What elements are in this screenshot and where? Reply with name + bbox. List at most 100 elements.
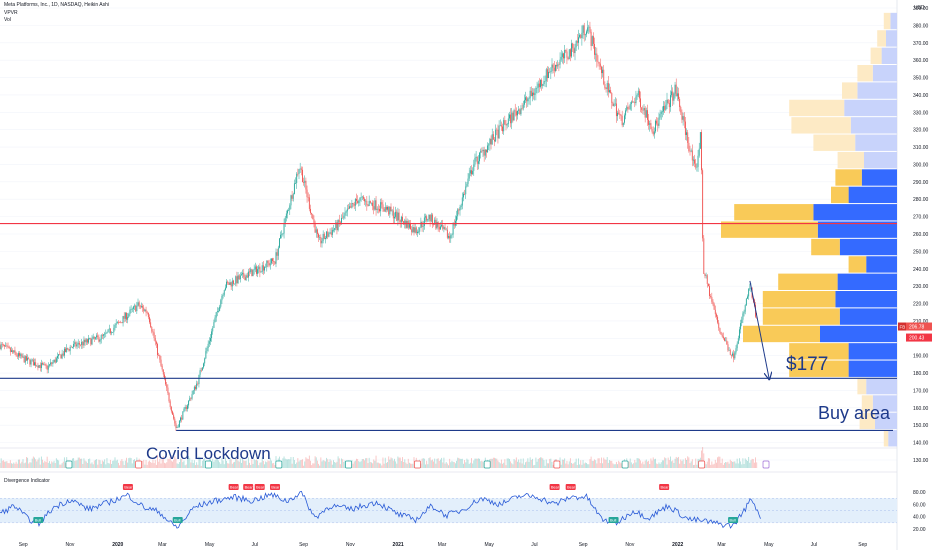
candle-body	[633, 102, 634, 103]
volume-bar	[663, 460, 664, 468]
candle-body	[617, 113, 618, 116]
candle-body	[604, 84, 605, 88]
volume-bar	[361, 461, 362, 468]
volume-bar	[607, 457, 608, 468]
volume-bar	[548, 463, 549, 468]
volume-bar	[81, 459, 82, 468]
volume-bar	[105, 464, 106, 468]
candle-body	[193, 390, 194, 394]
candle-body	[227, 282, 228, 283]
candle-body	[698, 156, 699, 167]
volume-bar	[80, 459, 81, 468]
volume-bar	[274, 465, 275, 468]
price-tick: 130.00	[913, 458, 929, 464]
candle-body	[149, 317, 150, 322]
volume-bar	[26, 457, 27, 468]
volume-bar	[249, 463, 250, 468]
volume-bar	[73, 458, 74, 468]
candle-body	[86, 339, 87, 342]
volume-bar	[706, 464, 707, 468]
volume-bar	[592, 461, 593, 468]
volume-bar	[195, 465, 196, 468]
volume-bar	[426, 461, 427, 468]
time-tick: May	[484, 542, 494, 548]
covid-lockdown-annotation[interactable]: Covid Lockdown	[146, 444, 271, 463]
candle-body	[465, 186, 466, 194]
candle-body	[400, 220, 401, 222]
volume-bar	[394, 459, 395, 468]
candle-body	[386, 207, 387, 210]
candle-body	[51, 363, 52, 364]
volume-bar	[593, 461, 594, 468]
candle-body	[588, 27, 589, 28]
volume-bar	[722, 459, 723, 468]
volume-bar	[297, 458, 298, 468]
volume-bar	[58, 460, 59, 468]
symbol-title[interactable]: Meta Platforms, Inc., 1D, NASDAQ, Heikin…	[4, 2, 109, 10]
candle-body	[203, 363, 204, 367]
price-tick: 230.00	[913, 284, 929, 290]
volume-bar	[516, 457, 517, 468]
buy-area-annotation[interactable]: Buy area	[818, 403, 891, 423]
volume-bar	[391, 457, 392, 468]
target-price-annotation[interactable]: $177	[786, 354, 828, 375]
second-price-label: 200.43	[909, 336, 925, 342]
candle-body	[47, 366, 48, 370]
candle-body	[246, 275, 247, 280]
volume-bar	[429, 458, 430, 468]
candle-body	[9, 347, 10, 348]
candle-body	[738, 338, 739, 343]
candle-body	[75, 342, 76, 346]
volume-bar	[550, 459, 551, 468]
volume-bar	[56, 458, 57, 468]
candle-body	[462, 197, 463, 205]
indicator-vol-label[interactable]: Vol	[4, 17, 109, 25]
candle-body	[614, 104, 615, 106]
volume-bar	[178, 464, 179, 468]
time-tick: Mar	[438, 542, 447, 548]
candle-body	[236, 276, 237, 283]
volume-bar	[220, 464, 221, 468]
indicator-vpvr-label[interactable]: VPVR	[4, 10, 109, 18]
volume-bar	[679, 464, 680, 468]
candle-body	[340, 222, 341, 223]
candle-body	[570, 49, 571, 56]
candle-body	[134, 306, 135, 307]
candle-body	[56, 358, 57, 362]
volume-bar	[331, 461, 332, 468]
time-tick: 2021	[393, 542, 404, 548]
candle-body	[615, 104, 616, 105]
candle-body	[747, 296, 748, 298]
candle-body	[632, 102, 633, 103]
candle-body	[178, 427, 179, 428]
volume-bar	[529, 462, 530, 468]
volume-bar	[300, 460, 301, 468]
volume-bar	[714, 464, 715, 468]
volume-bar	[31, 462, 32, 468]
volume-bar	[755, 457, 756, 468]
volume-bar	[609, 460, 610, 468]
vp-row-up	[857, 82, 897, 98]
volume-bar	[453, 462, 454, 468]
candle-body	[461, 206, 462, 207]
volume-bar	[519, 462, 520, 468]
volume-bar	[266, 462, 267, 468]
volume-bar	[341, 458, 342, 468]
volume-bar	[514, 459, 515, 468]
volume-bar	[177, 463, 178, 468]
event-marker-dividend	[66, 461, 72, 468]
volume-bar	[565, 464, 566, 468]
candle-body	[333, 230, 334, 231]
volume-bar	[11, 463, 12, 468]
volume-bar	[448, 465, 449, 468]
candle-body	[541, 80, 542, 86]
candle-body	[69, 349, 70, 351]
volume-bar	[435, 464, 436, 468]
candle-body	[487, 145, 488, 152]
candle-body	[21, 354, 22, 357]
volume-bar	[96, 459, 97, 468]
volume-bar	[542, 458, 543, 468]
candle-body	[512, 113, 513, 121]
